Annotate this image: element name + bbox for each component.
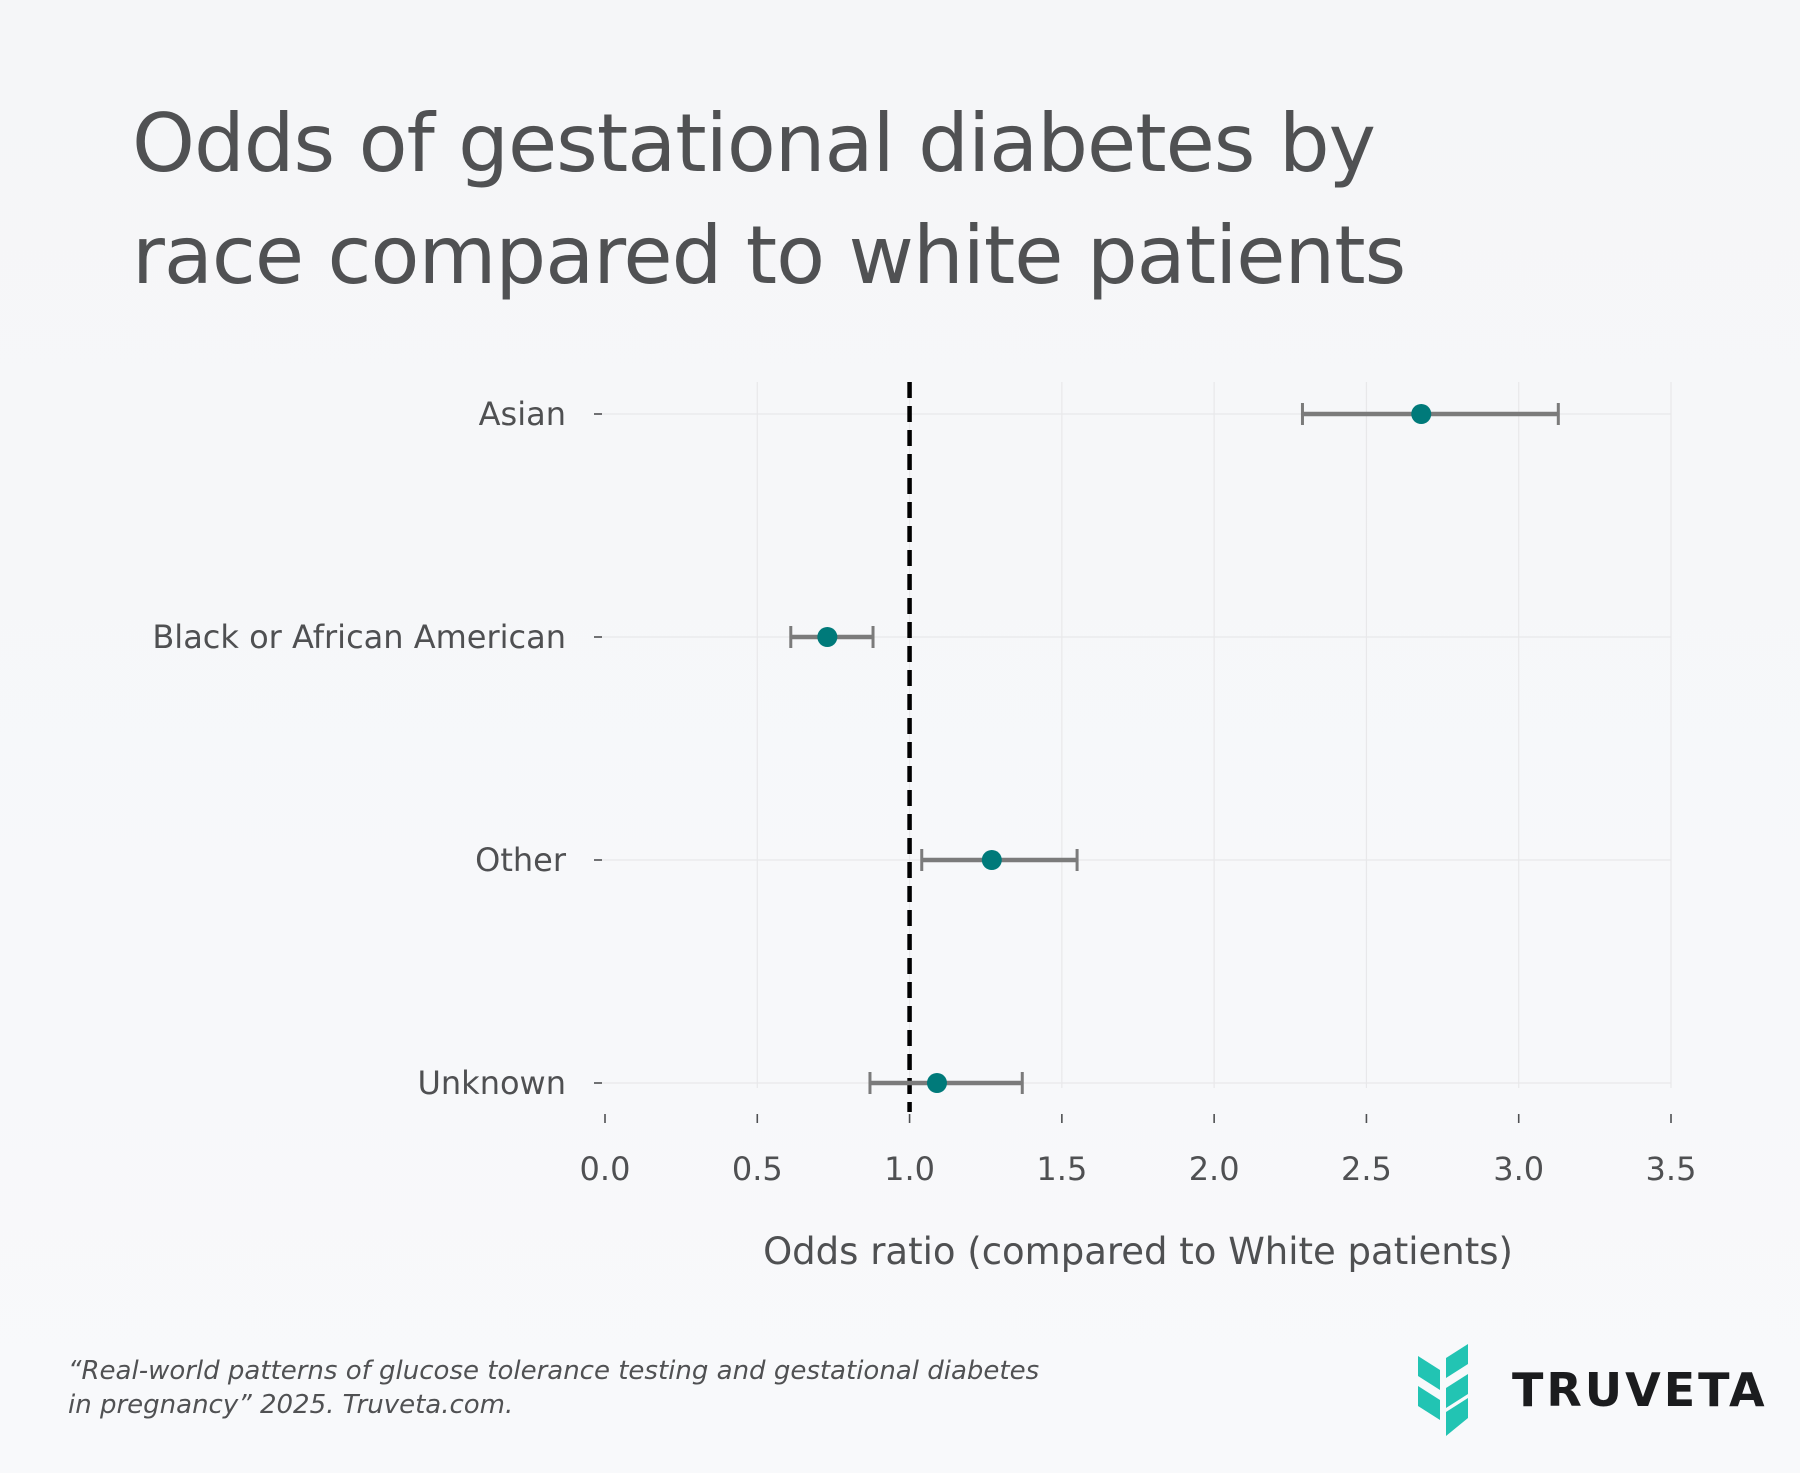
- odds-ratio-point: [926, 1073, 947, 1093]
- title-line-1: Odds of gestational diabetes by: [132, 97, 1376, 190]
- y-tick-label: Unknown: [417, 1064, 566, 1102]
- title-line-2: race compared to white patients: [132, 209, 1406, 302]
- logo-chevron-segment: [1418, 1386, 1440, 1420]
- brand-logo: TRUVETA: [1418, 1340, 1768, 1440]
- x-tick-label: 3.5: [1646, 1150, 1697, 1188]
- page-title: Odds of gestational diabetes by race com…: [132, 88, 1692, 312]
- source-citation: “Real-world patterns of glucose toleranc…: [68, 1354, 1068, 1422]
- x-tick-label: 2.5: [1341, 1150, 1392, 1188]
- x-tick-label: 0.5: [732, 1150, 783, 1188]
- logo-chevron-segment: [1446, 1374, 1468, 1408]
- x-tick-label: 2.0: [1189, 1150, 1240, 1188]
- logo-chevron-segment: [1446, 1344, 1468, 1378]
- y-tick-label: Black or African American: [152, 618, 566, 656]
- odds-ratio-point: [817, 627, 838, 647]
- x-tick-label: 0.0: [580, 1150, 631, 1188]
- odds-ratio-point: [981, 850, 1002, 870]
- truveta-chevron-icon: [1418, 1344, 1468, 1436]
- y-tick-label: Other: [475, 841, 567, 879]
- x-tick-label: 1.5: [1036, 1150, 1087, 1188]
- logo-chevron-segment: [1418, 1356, 1440, 1390]
- y-tick-label: Asian: [479, 395, 566, 433]
- odds-ratio-point: [1411, 404, 1432, 424]
- logo-chevron-segment: [1446, 1398, 1468, 1436]
- x-tick-label: 1.0: [884, 1150, 935, 1188]
- x-axis-label: Odds ratio (compared to White patients): [763, 1230, 1513, 1273]
- brand-name: TRUVETA: [1512, 1363, 1768, 1417]
- source-citation-line-1: “Real-world patterns of glucose toleranc…: [68, 1356, 1040, 1386]
- x-tick-label: 3.0: [1493, 1150, 1544, 1188]
- source-citation-line-2: in pregnancy” 2025. Truveta.com.: [68, 1390, 514, 1420]
